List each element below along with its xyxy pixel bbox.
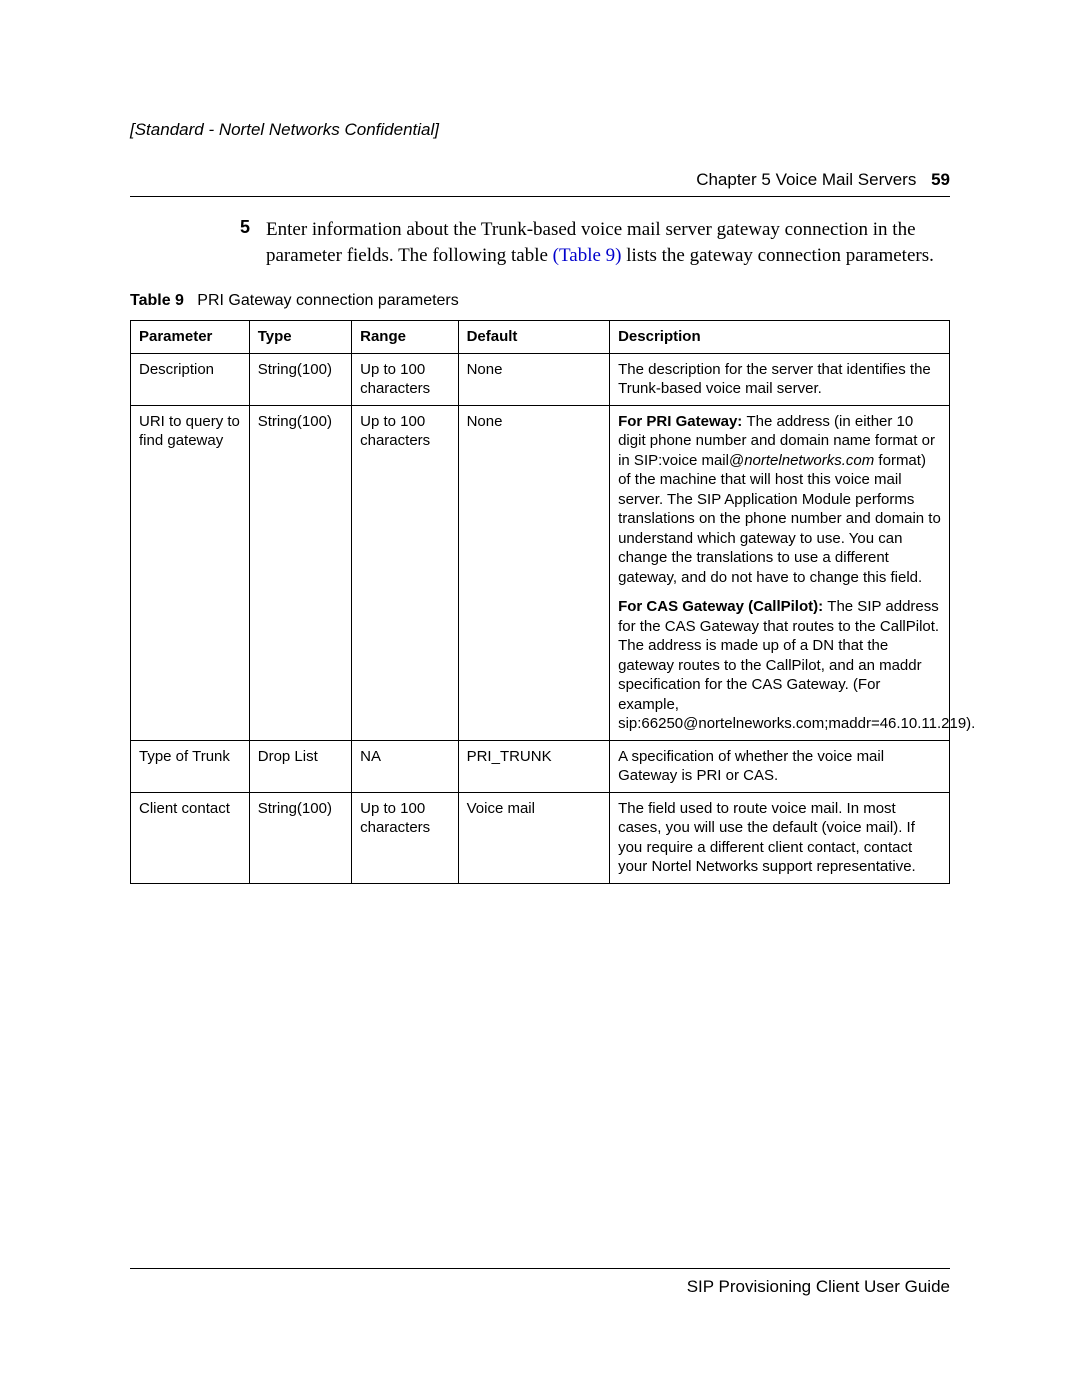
table-caption: Table 9 PRI Gateway connection parameter… xyxy=(130,292,950,310)
cell-description: The field used to route voice mail. In m… xyxy=(610,792,950,883)
parameters-table: Parameter Type Range Default Description… xyxy=(130,320,950,884)
cell-parameter: Description xyxy=(131,353,250,405)
description-body: The SIP address for the CAS Gateway that… xyxy=(618,598,975,732)
table-row: DescriptionString(100)Up to 100 characte… xyxy=(131,353,950,405)
page-footer: SIP Provisioning Client User Guide xyxy=(130,1268,950,1297)
cell-type: String(100) xyxy=(249,792,351,883)
description-block: The field used to route voice mail. In m… xyxy=(618,799,941,877)
cell-type: String(100) xyxy=(249,405,351,740)
step-number: 5 xyxy=(240,217,266,268)
cell-type: Drop List xyxy=(249,740,351,792)
cell-description: The description for the server that iden… xyxy=(610,353,950,405)
table-row: Client contactString(100)Up to 100 chara… xyxy=(131,792,950,883)
cell-range: Up to 100 characters xyxy=(352,405,458,740)
footer-text: SIP Provisioning Client User Guide xyxy=(687,1277,950,1296)
table-row: Type of TrunkDrop ListNAPRI_TRUNKA speci… xyxy=(131,740,950,792)
table-row: URI to query to find gatewayString(100)U… xyxy=(131,405,950,740)
cell-default: None xyxy=(458,405,610,740)
table-caption-text: PRI Gateway connection parameters xyxy=(197,292,458,309)
description-block: The description for the server that iden… xyxy=(618,360,941,399)
description-body-italic: nortelnetworks.com xyxy=(744,452,874,469)
cell-default: PRI_TRUNK xyxy=(458,740,610,792)
table-caption-label: Table 9 xyxy=(130,292,184,309)
col-range: Range xyxy=(352,321,458,354)
description-body: The field used to route voice mail. In m… xyxy=(618,800,916,876)
description-lead: For PRI Gateway: xyxy=(618,413,746,430)
col-description: Description xyxy=(610,321,950,354)
cell-range: Up to 100 characters xyxy=(352,353,458,405)
cell-parameter: URI to query to find gateway xyxy=(131,405,250,740)
description-body: The description for the server that iden… xyxy=(618,361,931,398)
cell-description: A specification of whether the voice mai… xyxy=(610,740,950,792)
description-block: A specification of whether the voice mai… xyxy=(618,747,941,786)
page-number: 59 xyxy=(931,170,950,189)
cell-description: For PRI Gateway: The address (in either … xyxy=(610,405,950,740)
cell-range: NA xyxy=(352,740,458,792)
col-type: Type xyxy=(249,321,351,354)
cell-default: None xyxy=(458,353,610,405)
cell-default: Voice mail xyxy=(458,792,610,883)
chapter-title: Chapter 5 Voice Mail Servers xyxy=(696,170,916,189)
step-text: Enter information about the Trunk-based … xyxy=(266,217,950,268)
table-9-link[interactable]: (Table 9) xyxy=(553,245,622,266)
confidential-notice: [Standard - Nortel Networks Confidential… xyxy=(130,120,950,140)
description-body: A specification of whether the voice mai… xyxy=(618,748,884,785)
description-block: For CAS Gateway (CallPilot): The SIP add… xyxy=(618,597,941,734)
description-block: For PRI Gateway: The address (in either … xyxy=(618,412,941,588)
step-5: 5 Enter information about the Trunk-base… xyxy=(240,217,950,268)
col-parameter: Parameter xyxy=(131,321,250,354)
cell-type: String(100) xyxy=(249,353,351,405)
cell-parameter: Client contact xyxy=(131,792,250,883)
description-body-post: format) of the machine that will host th… xyxy=(618,452,941,586)
cell-parameter: Type of Trunk xyxy=(131,740,250,792)
step-text-after: lists the gateway connection parameters. xyxy=(622,245,934,266)
page-header: Chapter 5 Voice Mail Servers 59 xyxy=(130,170,950,197)
col-default: Default xyxy=(458,321,610,354)
cell-range: Up to 100 characters xyxy=(352,792,458,883)
description-lead: For CAS Gateway (CallPilot): xyxy=(618,598,827,615)
table-header-row: Parameter Type Range Default Description xyxy=(131,321,950,354)
page: [Standard - Nortel Networks Confidential… xyxy=(0,0,1080,1397)
